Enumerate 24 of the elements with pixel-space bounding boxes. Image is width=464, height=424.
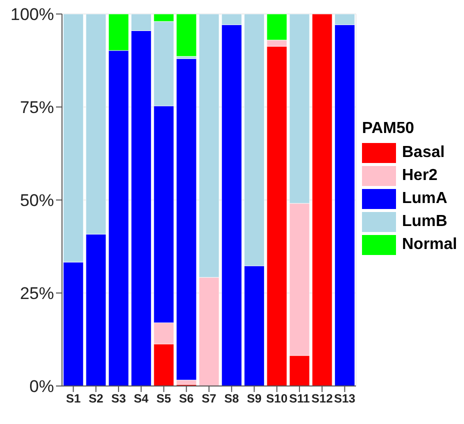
y-tick-label: 75% xyxy=(20,98,54,118)
legend-label: Normal xyxy=(402,236,458,254)
x-tick-label: S12 xyxy=(311,392,334,406)
y-tick-label: 25% xyxy=(20,284,54,304)
x-tick-label: S13 xyxy=(334,392,356,406)
x-tick-label: S9 xyxy=(246,392,262,406)
y-tick-label: 50% xyxy=(20,191,54,210)
legend-title: PAM50 xyxy=(362,120,416,138)
x-tick-label: S1 xyxy=(66,392,81,406)
x-tick-label: S7 xyxy=(202,392,217,406)
legend-label: Basal xyxy=(402,144,445,162)
x-tick-label: S11 xyxy=(289,392,310,406)
x-tick-label: S6 xyxy=(179,392,194,406)
x-tick-label: S3 xyxy=(111,392,126,406)
text: LumA xyxy=(402,190,448,208)
x-tick-label: S8 xyxy=(224,392,240,406)
y-tick-label: 100% xyxy=(10,5,54,24)
x-tick-label: S4 xyxy=(134,392,149,406)
y-tick-label: 0% xyxy=(29,377,54,396)
x-tick-label: S2 xyxy=(88,392,104,406)
x-tick-label: S5 xyxy=(156,392,172,406)
legend-label: Her2 xyxy=(402,167,438,185)
x-tick-label: S10 xyxy=(266,392,288,406)
legend-label: LumB xyxy=(402,213,448,231)
